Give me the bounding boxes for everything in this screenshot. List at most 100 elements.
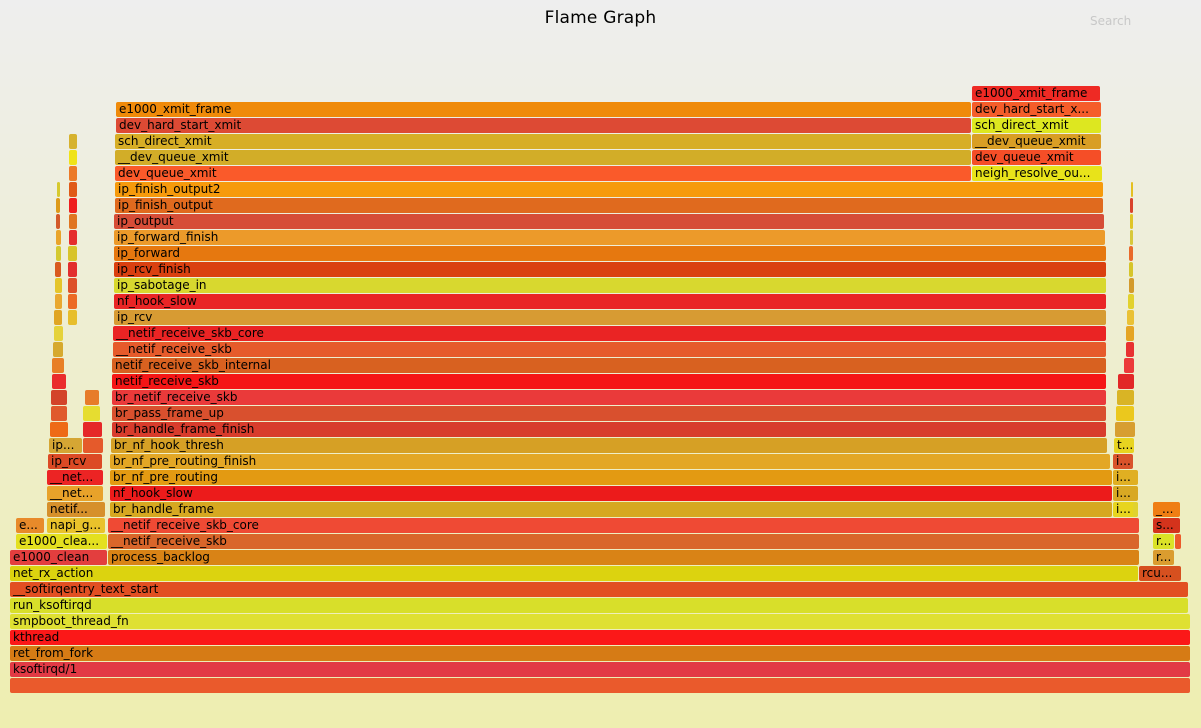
frame-br-handle-frame-finish[interactable]: br_handle_frame_finish [112, 422, 1106, 437]
frame-ksoftirqd-1[interactable]: ksoftirqd/1 [10, 662, 1190, 677]
frame-unnamed[interactable] [69, 150, 77, 165]
frame-unnamed[interactable] [1126, 342, 1134, 357]
frame-unnamed[interactable] [69, 214, 77, 229]
frame-br-nf-hook-thresh[interactable]: br_nf_hook_thresh [111, 438, 1107, 453]
frame-unnamed[interactable] [54, 310, 62, 325]
frame-unnamed[interactable] [69, 198, 77, 213]
frame-unnamed[interactable] [1129, 246, 1133, 261]
frame-unnamed[interactable] [55, 262, 61, 277]
frame-unnamed[interactable] [69, 230, 77, 245]
frame-unnamed[interactable] [56, 198, 60, 213]
frame-neigh-resolve-ou[interactable]: neigh_resolve_ou... [972, 166, 1102, 181]
frame-unnamed[interactable] [1124, 358, 1134, 373]
frame-ip-rcv[interactable]: ip_rcv [48, 454, 102, 469]
frame-ip-forward[interactable]: ip_forward [114, 246, 1106, 261]
frame-unnamed[interactable] [51, 390, 67, 405]
frame-unnamed[interactable] [55, 294, 62, 309]
frame-net-rx-action[interactable]: net_rx_action [10, 566, 1138, 581]
frame-netif-receive-skb[interactable]: __netif_receive_skb [108, 534, 1139, 549]
frame-r[interactable]: r... [1153, 550, 1174, 565]
frame-unnamed[interactable] [1129, 262, 1133, 277]
frame-ip-output[interactable]: ip_output [114, 214, 1104, 229]
frame-nf-hook-slow[interactable]: nf_hook_slow [114, 294, 1106, 309]
frame-netif-receive-skb-internal[interactable]: netif_receive_skb_internal [112, 358, 1106, 373]
frame-smpboot-thread-fn[interactable]: smpboot_thread_fn [10, 614, 1190, 629]
frame-i[interactable]: i... [1113, 454, 1133, 469]
frame-unnamed[interactable] [1130, 198, 1133, 213]
frame-ip-rcv-finish[interactable]: ip_rcv_finish [114, 262, 1106, 277]
frame-unnamed[interactable] [83, 406, 100, 421]
frame-ip-forward-finish[interactable]: ip_forward_finish [114, 230, 1105, 245]
frame-e[interactable]: e... [16, 518, 44, 533]
frame-ret-from-fork[interactable]: ret_from_fork [10, 646, 1190, 661]
frame-netif-receive-skb-core[interactable]: __netif_receive_skb_core [108, 518, 1139, 533]
frame-unnamed[interactable] [50, 422, 68, 437]
frame-netif-receive-skb[interactable]: __netif_receive_skb [113, 342, 1106, 357]
frame-netif[interactable]: netif... [47, 502, 105, 517]
frame-netif-receive-skb[interactable]: netif_receive_skb [112, 374, 1106, 389]
frame-unnamed[interactable] [54, 326, 63, 341]
frame-unnamed[interactable] [1133, 502, 1138, 517]
frame-i[interactable]: i... [1113, 486, 1138, 501]
frame-unnamed[interactable] [52, 358, 64, 373]
frame-unnamed[interactable] [56, 230, 61, 245]
frame-net[interactable]: __net... [47, 486, 103, 501]
frame-e1000-clea[interactable]: e1000_clea... [16, 534, 107, 549]
frame-dev-hard-start-x[interactable]: dev_hard_start_x... [972, 102, 1101, 117]
frame-unnamed[interactable] [1116, 406, 1134, 421]
frame-unnamed[interactable] [69, 134, 77, 149]
frame-unnamed[interactable] [85, 390, 99, 405]
frame-unnamed[interactable] [51, 406, 67, 421]
frame-ip-finish-output2[interactable]: ip_finish_output2 [115, 182, 1103, 197]
frame-dev-queue-xmit[interactable]: __dev_queue_xmit [115, 150, 971, 165]
frame-unnamed[interactable] [69, 166, 77, 181]
frame-dev-queue-xmit[interactable]: dev_queue_xmit [115, 166, 971, 181]
frame-unnamed[interactable] [83, 438, 103, 453]
frame-unnamed[interactable] [1175, 534, 1181, 549]
frame-br-netif-receive-skb[interactable]: br_netif_receive_skb [112, 390, 1106, 405]
frame-kthread[interactable]: kthread [10, 630, 1190, 645]
frame-i[interactable]: i... [1113, 470, 1138, 485]
frame-process-backlog[interactable]: process_backlog [108, 550, 1139, 565]
frame-nf-hook-slow[interactable]: nf_hook_slow [110, 486, 1112, 501]
frame-br-nf-pre-routing[interactable]: br_nf_pre_routing [110, 470, 1112, 485]
frame-e1000-xmit-frame[interactable]: e1000_xmit_frame [972, 86, 1100, 101]
frame-unnamed[interactable] [57, 182, 60, 197]
frame-unnamed[interactable] [52, 374, 66, 389]
frame-unnamed[interactable] [10, 678, 1190, 693]
frame-unnamed[interactable] [1117, 390, 1134, 405]
frame-unnamed[interactable] [68, 294, 77, 309]
frame-sch-direct-xmit[interactable]: sch_direct_xmit [972, 118, 1101, 133]
frame-t[interactable]: t... [1114, 438, 1134, 453]
frame-br-nf-pre-routing-finish[interactable]: br_nf_pre_routing_finish [110, 454, 1110, 469]
frame-unnamed[interactable] [1129, 278, 1134, 293]
frame-sch-direct-xmit[interactable]: sch_direct_xmit [115, 134, 971, 149]
frame-unnamed[interactable] [68, 262, 77, 277]
frame-e1000-xmit-frame[interactable]: e1000_xmit_frame [116, 102, 971, 117]
frame-unnamed[interactable] [69, 182, 77, 197]
frame-unnamed[interactable] [1130, 230, 1133, 245]
frame-net[interactable]: __net... [47, 470, 103, 485]
frame-dev-queue-xmit[interactable]: __dev_queue_xmit [972, 134, 1101, 149]
frame-unnamed[interactable] [68, 310, 77, 325]
frame-ip[interactable]: ip... [49, 438, 82, 453]
frame-ip-sabotage-in[interactable]: ip_sabotage_in [114, 278, 1106, 293]
frame-unnamed[interactable] [1127, 310, 1134, 325]
frame-softirqentry-text-start[interactable]: __softirqentry_text_start [10, 582, 1188, 597]
frame-unnamed[interactable] [56, 214, 60, 229]
frame-dev-hard-start-xmit[interactable]: dev_hard_start_xmit [116, 118, 971, 133]
frame-unnamed[interactable] [1131, 182, 1133, 197]
frame-[interactable]: _... [1153, 502, 1180, 517]
frame-dev-queue-xmit[interactable]: dev_queue_xmit [972, 150, 1101, 165]
frame-r[interactable]: r... [1153, 534, 1174, 549]
frame-rcu[interactable]: rcu... [1139, 566, 1181, 581]
frame-unnamed[interactable] [1128, 294, 1134, 309]
frame-br-handle-frame[interactable]: br_handle_frame [110, 502, 1112, 517]
frame-run-ksoftirqd[interactable]: run_ksoftirqd [10, 598, 1188, 613]
frame-ip-finish-output[interactable]: ip_finish_output [115, 198, 1103, 213]
frame-ip-rcv[interactable]: ip_rcv [114, 310, 1106, 325]
frame-e1000-clean[interactable]: e1000_clean [10, 550, 107, 565]
frame-unnamed[interactable] [68, 246, 77, 261]
frame-s[interactable]: s... [1153, 518, 1180, 533]
frame-netif-receive-skb-core[interactable]: __netif_receive_skb_core [113, 326, 1106, 341]
